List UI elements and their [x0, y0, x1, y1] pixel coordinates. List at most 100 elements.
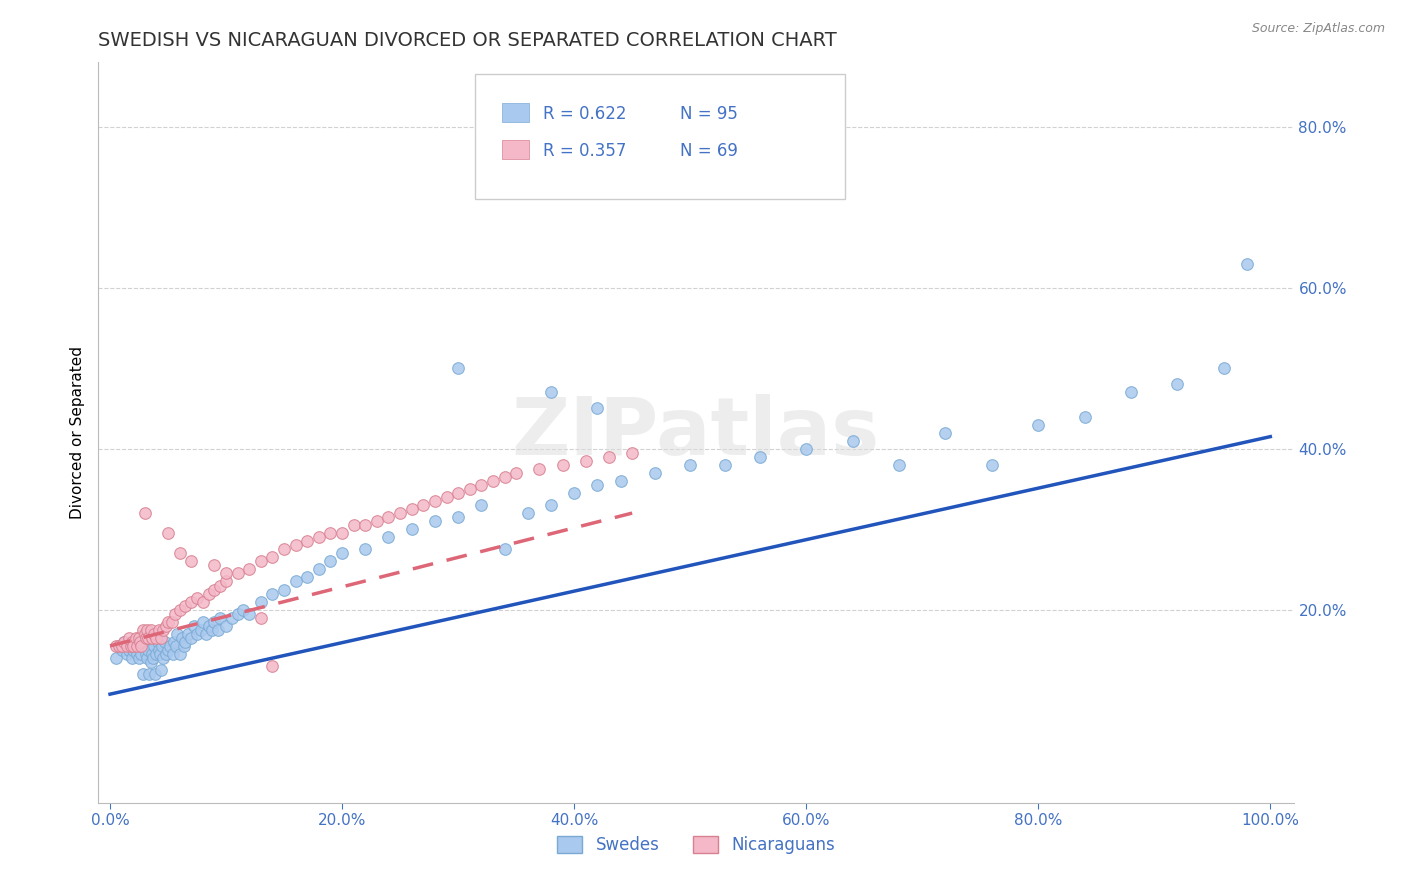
Point — [180, 594, 202, 608]
Point — [170, 631, 193, 645]
Point — [149, 647, 172, 661]
Point — [157, 643, 180, 657]
Point — [354, 518, 377, 533]
Point — [150, 663, 173, 677]
Point — [204, 615, 226, 629]
Point — [505, 466, 527, 480]
Point — [423, 514, 446, 528]
Point — [226, 566, 249, 581]
Point — [494, 470, 516, 484]
Point — [153, 635, 176, 649]
Point — [141, 631, 163, 645]
Point — [273, 582, 295, 597]
Point — [238, 562, 260, 576]
Point — [482, 474, 505, 488]
Point — [250, 594, 273, 608]
Point — [215, 566, 238, 581]
Point — [458, 482, 481, 496]
Point — [319, 526, 342, 541]
Point — [586, 401, 609, 416]
Point — [319, 554, 342, 568]
Point — [447, 510, 470, 524]
Point — [120, 639, 142, 653]
Point — [423, 494, 446, 508]
Point — [112, 635, 135, 649]
Point — [143, 667, 166, 681]
Point — [748, 450, 770, 464]
Point — [128, 631, 150, 645]
Point — [980, 458, 1002, 472]
Point — [343, 518, 366, 533]
Point — [148, 623, 170, 637]
Point — [401, 522, 423, 536]
Point — [1026, 417, 1049, 432]
Point — [1212, 361, 1234, 376]
Point — [131, 667, 153, 681]
Point — [180, 631, 202, 645]
Point — [389, 506, 412, 520]
Point — [111, 639, 134, 653]
Point — [1166, 377, 1188, 392]
Text: Source: ZipAtlas.com: Source: ZipAtlas.com — [1251, 22, 1385, 36]
Point — [262, 550, 284, 565]
Point — [131, 623, 153, 637]
Point — [134, 639, 156, 653]
Point — [308, 562, 330, 576]
Point — [122, 643, 145, 657]
Point — [163, 607, 186, 621]
Point — [146, 635, 169, 649]
Point — [143, 639, 166, 653]
Point — [104, 651, 127, 665]
Point — [104, 639, 127, 653]
Point — [330, 526, 353, 541]
Text: N = 69: N = 69 — [681, 142, 738, 160]
Point — [250, 554, 273, 568]
Point — [330, 546, 353, 560]
Point — [169, 546, 191, 560]
Point — [159, 639, 181, 653]
Point — [135, 647, 157, 661]
Point — [131, 647, 153, 661]
Point — [1119, 385, 1142, 400]
Point — [117, 631, 139, 645]
Point — [401, 502, 423, 516]
Point — [136, 623, 159, 637]
Point — [166, 627, 188, 641]
Point — [586, 478, 609, 492]
Point — [173, 639, 195, 653]
Text: ZIPatlas: ZIPatlas — [512, 393, 880, 472]
Point — [714, 458, 737, 472]
Point — [609, 474, 631, 488]
Point — [575, 454, 598, 468]
Point — [186, 627, 208, 641]
Point — [131, 639, 153, 653]
Point — [297, 570, 319, 584]
Point — [540, 385, 562, 400]
Point — [129, 635, 152, 649]
Point — [190, 623, 212, 637]
Point — [934, 425, 956, 440]
Point — [155, 619, 177, 633]
Point — [139, 623, 162, 637]
Point — [134, 506, 156, 520]
Point — [284, 538, 307, 552]
Point — [195, 627, 218, 641]
Point — [377, 530, 399, 544]
Point — [209, 610, 232, 624]
Point — [141, 647, 163, 661]
Point — [447, 486, 470, 500]
Point — [150, 639, 173, 653]
Point — [152, 651, 174, 665]
Point — [121, 635, 143, 649]
Y-axis label: Divorced or Separated: Divorced or Separated — [69, 346, 84, 519]
Point — [183, 619, 205, 633]
Point — [117, 643, 139, 657]
Point — [215, 619, 238, 633]
FancyBboxPatch shape — [502, 103, 529, 121]
Point — [142, 651, 165, 665]
Point — [679, 458, 702, 472]
FancyBboxPatch shape — [475, 73, 845, 200]
Point — [108, 639, 131, 653]
Point — [207, 623, 229, 637]
Point — [157, 526, 180, 541]
